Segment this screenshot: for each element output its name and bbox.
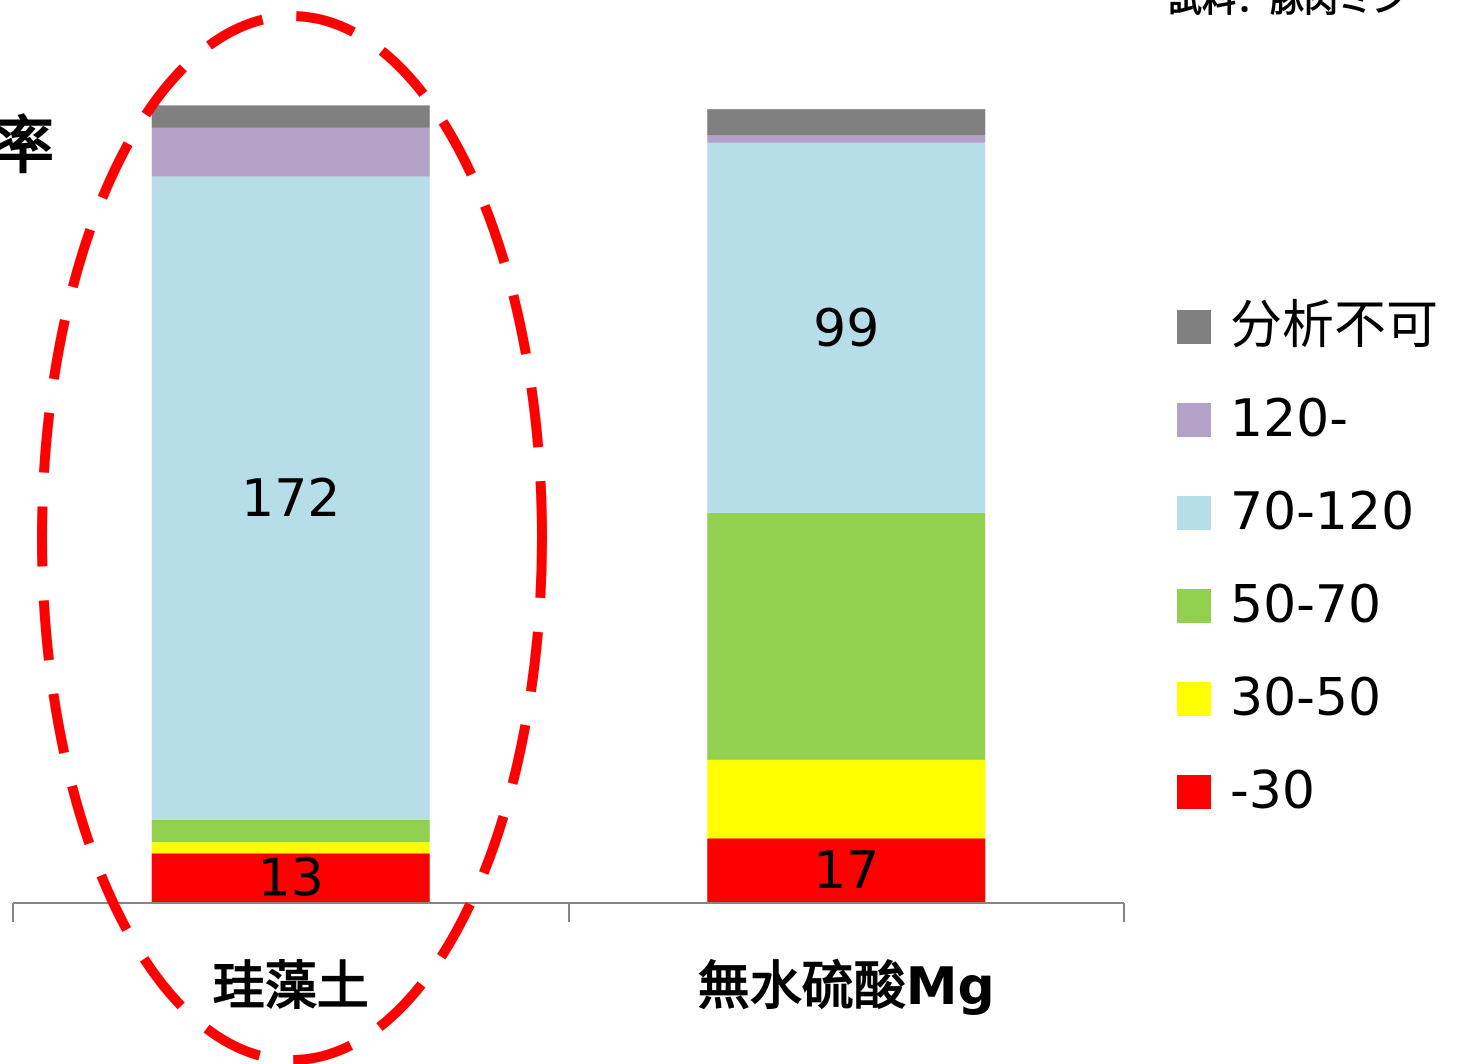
highlight-ellipse xyxy=(37,11,547,1064)
bar-segment xyxy=(707,142,986,514)
legend-swatch xyxy=(1177,496,1211,530)
bar-segment xyxy=(151,819,430,843)
legend-label: -30 xyxy=(1230,761,1315,821)
bar-segment xyxy=(707,135,986,143)
data-label: 99 xyxy=(813,299,879,359)
annotation: 試料：豚肉ミン xyxy=(1168,0,1406,21)
bar-segment xyxy=(707,838,986,902)
bar-segment xyxy=(151,842,430,854)
legend-swatch xyxy=(1177,589,1211,623)
data-label: 17 xyxy=(813,841,879,901)
legend-label: 120- xyxy=(1230,389,1348,449)
data-label: 172 xyxy=(241,469,340,529)
bar-segment xyxy=(707,513,986,760)
x-tick-label: 珪藻土 xyxy=(213,957,369,1017)
bar-segment xyxy=(151,176,430,820)
legend-swatch xyxy=(1177,403,1211,437)
bar-segment xyxy=(151,127,430,177)
data-label: 13 xyxy=(258,849,324,909)
bar-segment xyxy=(707,759,986,839)
legend-swatch xyxy=(1177,775,1211,809)
bar-segment xyxy=(151,853,430,902)
legend-swatch xyxy=(1177,682,1211,716)
bar-segment xyxy=(707,109,986,136)
legend-label: 50-70 xyxy=(1230,575,1381,635)
chart-title: 率 xyxy=(0,109,54,182)
legend-label: 30-50 xyxy=(1230,668,1381,728)
legend-label: 70-120 xyxy=(1230,482,1414,542)
legend-swatch xyxy=(1177,310,1211,344)
bar-segment xyxy=(151,105,430,128)
x-axis xyxy=(12,902,1125,922)
legend-label: 分析不可 xyxy=(1230,296,1438,356)
x-tick-label: 無水硫酸Mg xyxy=(698,957,995,1017)
